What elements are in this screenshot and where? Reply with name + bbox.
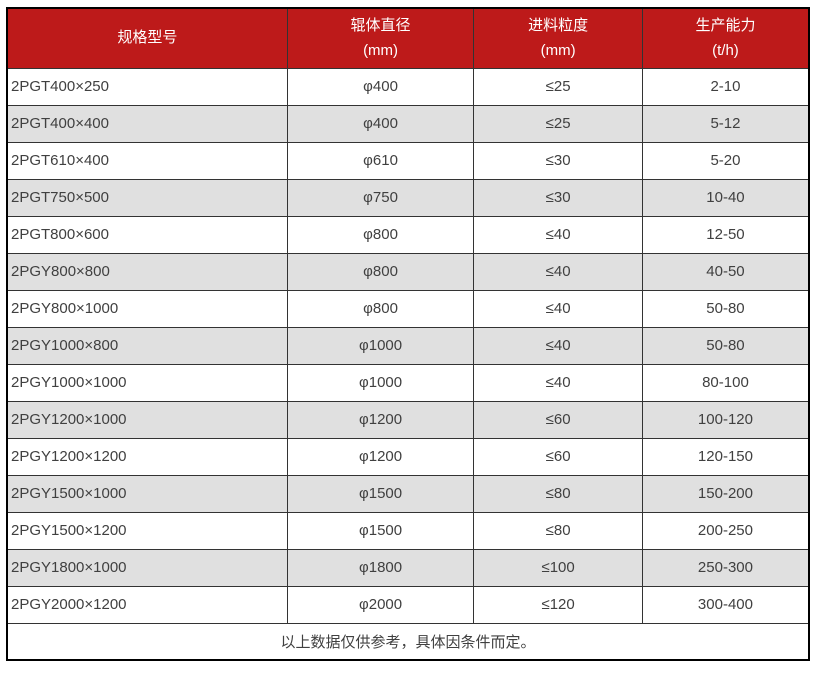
column-header-1: 规格型号 bbox=[6, 7, 288, 69]
table-row: 2PGT750×500 φ750 ≤30 10-40 bbox=[6, 178, 810, 217]
roller-diameter-cell: φ610 bbox=[286, 141, 475, 180]
table-row: 2PGT800×600 φ800 ≤40 12-50 bbox=[6, 215, 810, 254]
feed-size-cell: ≤40 bbox=[473, 289, 643, 328]
column-header-4: 生产能力 (t/h) bbox=[641, 7, 810, 69]
feed-size-cell: ≤80 bbox=[473, 511, 643, 550]
capacity-cell: 10-40 bbox=[641, 178, 810, 217]
model-cell: 2PGY1500×1200 bbox=[6, 511, 288, 550]
feed-size-cell: ≤80 bbox=[473, 474, 643, 513]
table-row: 2PGY1200×1000 φ1200 ≤60 100-120 bbox=[6, 400, 810, 439]
table-row: 2PGY1000×1000 φ1000 ≤40 80-100 bbox=[6, 363, 810, 402]
roller-diameter-cell: φ2000 bbox=[286, 585, 475, 624]
feed-size-cell: ≤25 bbox=[473, 67, 643, 106]
column-label: 辊体直径 bbox=[350, 17, 411, 35]
feed-size-cell: ≤25 bbox=[473, 104, 643, 143]
roller-diameter-cell: φ800 bbox=[286, 252, 475, 291]
capacity-cell: 40-50 bbox=[641, 252, 810, 291]
capacity-cell: 50-80 bbox=[641, 326, 810, 365]
column-label: 生产能力 bbox=[695, 17, 756, 35]
column-label: 规格型号 bbox=[117, 29, 178, 47]
product-spec-table: 规格型号 辊体直径 (mm) 进料粒度 (mm) 生产能力 (t/h) 2PGT400×25… bbox=[6, 7, 810, 661]
roller-diameter-cell: φ1000 bbox=[286, 326, 475, 365]
table-row: 2PGY800×800 φ800 ≤40 40-50 bbox=[6, 252, 810, 291]
capacity-cell: 200-250 bbox=[641, 511, 810, 550]
model-cell: 2PGT400×250 bbox=[6, 67, 288, 106]
table-body: 2PGT400×250 φ400 ≤25 2-10 2PGT400×400 φ400 ≤25… bbox=[6, 67, 810, 624]
column-unit: (mm) bbox=[363, 42, 399, 60]
capacity-cell: 150-200 bbox=[641, 474, 810, 513]
roller-diameter-cell: φ1000 bbox=[286, 363, 475, 402]
feed-size-cell: ≤40 bbox=[473, 326, 643, 365]
model-cell: 2PGT750×500 bbox=[6, 178, 288, 217]
feed-size-cell: ≤30 bbox=[473, 178, 643, 217]
model-cell: 2PGY1800×1000 bbox=[6, 548, 288, 587]
roller-diameter-cell: φ1200 bbox=[286, 437, 475, 476]
table-row: 2PGY1200×1200 φ1200 ≤60 120-150 bbox=[6, 437, 810, 476]
model-cell: 2PGY800×800 bbox=[6, 252, 288, 291]
footer-row: 以上数据仅供参考，具体因条件而定。 bbox=[6, 622, 810, 661]
capacity-cell: 100-120 bbox=[641, 400, 810, 439]
capacity-cell: 250-300 bbox=[641, 548, 810, 587]
feed-size-cell: ≤40 bbox=[473, 215, 643, 254]
capacity-cell: 5-12 bbox=[641, 104, 810, 143]
roller-diameter-cell: φ800 bbox=[286, 289, 475, 328]
capacity-cell: 300-400 bbox=[641, 585, 810, 624]
column-header-2: 辊体直径 (mm) bbox=[286, 7, 475, 69]
roller-diameter-cell: φ400 bbox=[286, 104, 475, 143]
table-row: 2PGY1500×1000 φ1500 ≤80 150-200 bbox=[6, 474, 810, 513]
capacity-cell: 50-80 bbox=[641, 289, 810, 328]
table-row: 2PGT610×400 φ610 ≤30 5-20 bbox=[6, 141, 810, 180]
capacity-cell: 12-50 bbox=[641, 215, 810, 254]
model-cell: 2PGT610×400 bbox=[6, 141, 288, 180]
model-cell: 2PGY800×1000 bbox=[6, 289, 288, 328]
table-row: 2PGY1500×1200 φ1500 ≤80 200-250 bbox=[6, 511, 810, 550]
feed-size-cell: ≤40 bbox=[473, 252, 643, 291]
feed-size-cell: ≤120 bbox=[473, 585, 643, 624]
model-cell: 2PGY1000×1000 bbox=[6, 363, 288, 402]
table-row: 2PGY1000×800 φ1000 ≤40 50-80 bbox=[6, 326, 810, 365]
header-row: 规格型号 辊体直径 (mm) 进料粒度 (mm) 生产能力 (t/h) bbox=[6, 7, 810, 69]
table-row: 2PGY2000×1200 φ2000 ≤120 300-400 bbox=[6, 585, 810, 624]
roller-diameter-cell: φ750 bbox=[286, 178, 475, 217]
roller-diameter-cell: φ1500 bbox=[286, 511, 475, 550]
roller-diameter-cell: φ1800 bbox=[286, 548, 475, 587]
column-unit: (t/h) bbox=[712, 42, 739, 60]
column-label: 进料粒度 bbox=[528, 17, 589, 35]
table-row: 2PGT400×250 φ400 ≤25 2-10 bbox=[6, 67, 810, 106]
roller-diameter-cell: φ400 bbox=[286, 67, 475, 106]
capacity-cell: 2-10 bbox=[641, 67, 810, 106]
model-cell: 2PGY2000×1200 bbox=[6, 585, 288, 624]
table-row: 2PGT400×400 φ400 ≤25 5-12 bbox=[6, 104, 810, 143]
model-cell: 2PGT800×600 bbox=[6, 215, 288, 254]
feed-size-cell: ≤100 bbox=[473, 548, 643, 587]
table-row: 2PGY800×1000 φ800 ≤40 50-80 bbox=[6, 289, 810, 328]
roller-diameter-cell: φ1500 bbox=[286, 474, 475, 513]
feed-size-cell: ≤60 bbox=[473, 400, 643, 439]
model-cell: 2PGY1000×800 bbox=[6, 326, 288, 365]
capacity-cell: 120-150 bbox=[641, 437, 810, 476]
column-header-3: 进料粒度 (mm) bbox=[473, 7, 643, 69]
roller-diameter-cell: φ800 bbox=[286, 215, 475, 254]
feed-size-cell: ≤30 bbox=[473, 141, 643, 180]
model-cell: 2PGY1200×1200 bbox=[6, 437, 288, 476]
feed-size-cell: ≤60 bbox=[473, 437, 643, 476]
model-cell: 2PGT400×400 bbox=[6, 104, 288, 143]
table-row: 2PGY1800×1000 φ1800 ≤100 250-300 bbox=[6, 548, 810, 587]
footer-note: 以上数据仅供参考，具体因条件而定。 bbox=[6, 622, 810, 661]
model-cell: 2PGY1500×1000 bbox=[6, 474, 288, 513]
table-header: 规格型号 辊体直径 (mm) 进料粒度 (mm) 生产能力 (t/h) bbox=[6, 7, 810, 69]
feed-size-cell: ≤40 bbox=[473, 363, 643, 402]
column-unit: (mm) bbox=[540, 42, 576, 60]
capacity-cell: 80-100 bbox=[641, 363, 810, 402]
model-cell: 2PGY1200×1000 bbox=[6, 400, 288, 439]
capacity-cell: 5-20 bbox=[641, 141, 810, 180]
roller-diameter-cell: φ1200 bbox=[286, 400, 475, 439]
table-footer: 以上数据仅供参考，具体因条件而定。 bbox=[6, 622, 810, 661]
